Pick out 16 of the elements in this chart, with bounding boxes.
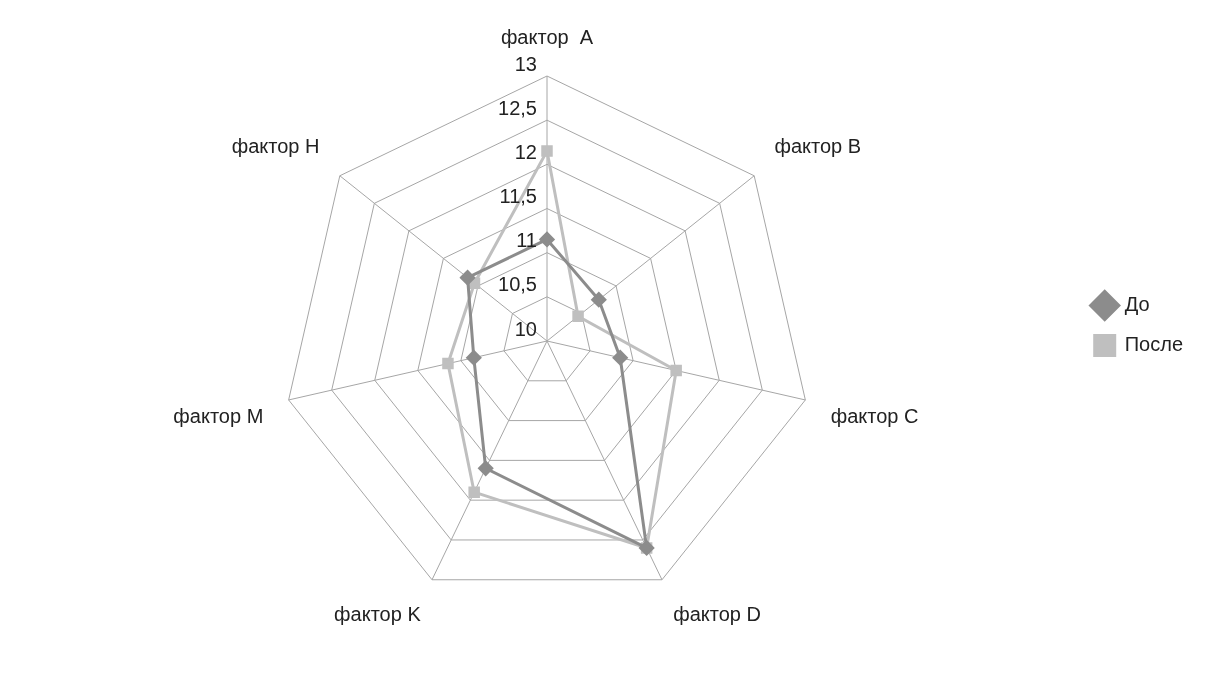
legend-label: После (1124, 333, 1184, 356)
y-tick-label: 12,5 (498, 96, 537, 119)
spoke-label: фактор C (830, 405, 919, 428)
y-tick-label: 12 (514, 140, 537, 163)
y-tick-label: 11 (516, 229, 537, 252)
legend-label: До (1124, 293, 1150, 316)
y-tick-label: 10,5 (498, 273, 537, 296)
spoke-label: фактор M (173, 405, 264, 428)
y-tick-label: 11,5 (499, 185, 537, 208)
spoke-label: фактор B (774, 135, 862, 158)
spoke-label: фактор D (673, 602, 761, 625)
y-tick-label: 13 (514, 52, 537, 75)
spoke-label: фактор H (231, 135, 320, 158)
spoke-label: фактор A (500, 25, 594, 48)
y-tick-label: 10 (514, 317, 537, 340)
spoke-label: фактор K (334, 602, 422, 625)
